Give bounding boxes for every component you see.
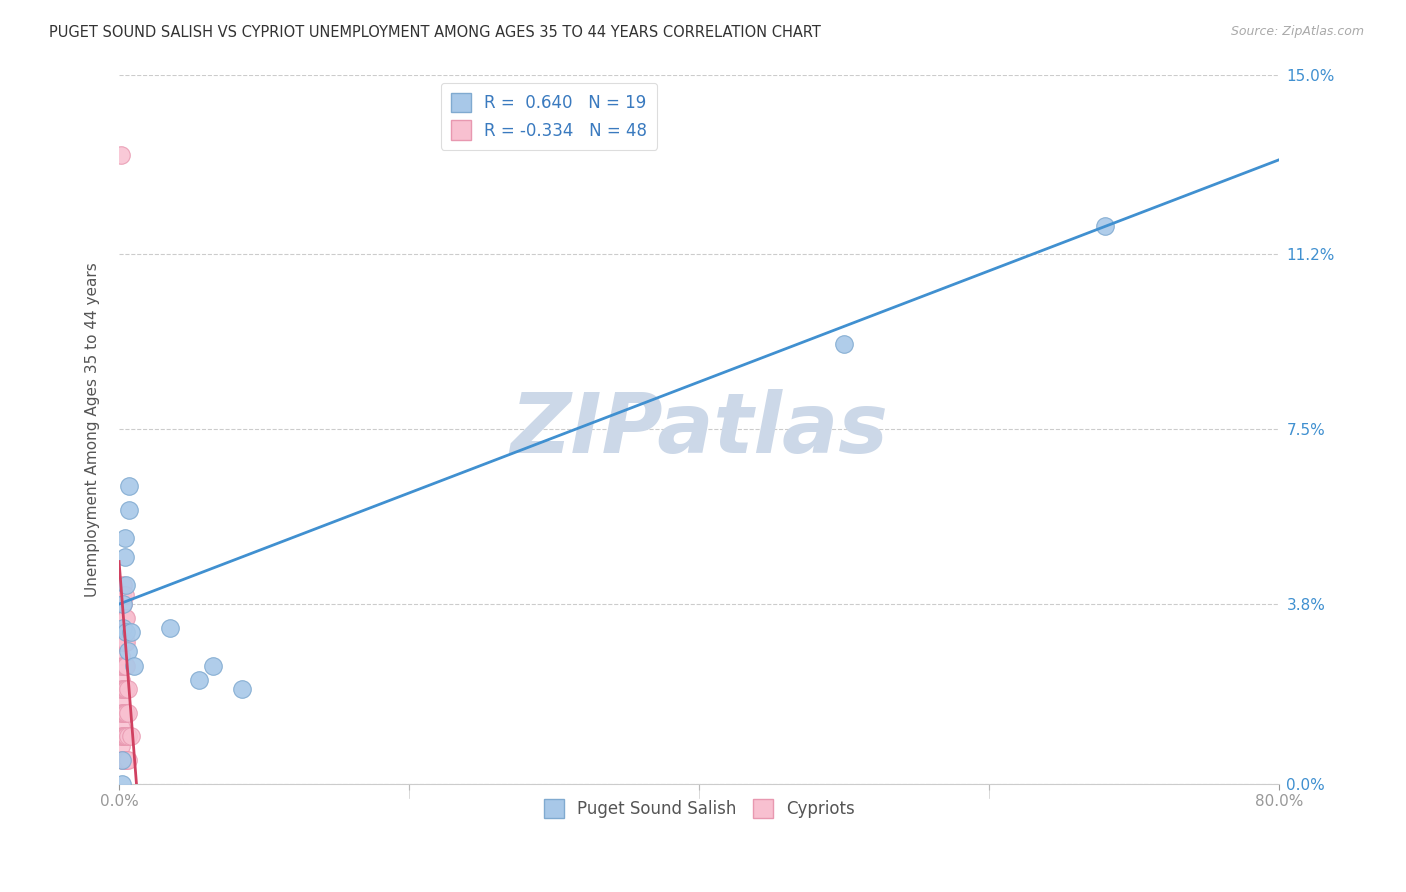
Point	[112, 578, 135, 592]
Point	[110, 148, 132, 162]
Point	[110, 691, 132, 706]
Text: PUGET SOUND SALISH VS CYPRIOT UNEMPLOYMENT AMONG AGES 35 TO 44 YEARS CORRELATION: PUGET SOUND SALISH VS CYPRIOT UNEMPLOYME…	[49, 25, 821, 40]
Point	[114, 682, 136, 697]
Point	[118, 502, 141, 516]
Point	[115, 730, 138, 744]
Point	[112, 597, 135, 611]
Point	[115, 625, 138, 640]
Point	[112, 753, 135, 767]
Point	[231, 682, 253, 697]
Point	[117, 753, 139, 767]
Point	[832, 337, 855, 351]
Point	[117, 682, 139, 697]
Point	[111, 611, 134, 625]
Point	[114, 531, 136, 545]
Point	[110, 706, 132, 720]
Point	[112, 730, 135, 744]
Point	[111, 753, 134, 767]
Point	[112, 706, 135, 720]
Point	[117, 644, 139, 658]
Point	[110, 649, 132, 664]
Point	[110, 658, 132, 673]
Point	[111, 753, 134, 767]
Point	[111, 706, 134, 720]
Point	[115, 706, 138, 720]
Point	[112, 658, 135, 673]
Y-axis label: Unemployment Among Ages 35 to 44 years: Unemployment Among Ages 35 to 44 years	[86, 261, 100, 597]
Point	[111, 777, 134, 791]
Point	[114, 753, 136, 767]
Point	[115, 658, 138, 673]
Point	[114, 730, 136, 744]
Point	[111, 730, 134, 744]
Point	[112, 682, 135, 697]
Point	[110, 720, 132, 734]
Point	[114, 706, 136, 720]
Point	[111, 588, 134, 602]
Text: ZIPatlas: ZIPatlas	[510, 389, 889, 469]
Legend: Puget Sound Salish, Cypriots: Puget Sound Salish, Cypriots	[537, 792, 862, 825]
Point	[1094, 219, 1116, 233]
Point	[110, 730, 132, 744]
Point	[115, 578, 138, 592]
Point	[159, 621, 181, 635]
Point	[111, 658, 134, 673]
Point	[202, 658, 225, 673]
Point	[114, 658, 136, 673]
Point	[112, 635, 135, 649]
Point	[115, 753, 138, 767]
Point	[115, 611, 138, 625]
Point	[115, 682, 138, 697]
Point	[111, 635, 134, 649]
Point	[187, 673, 209, 687]
Point	[115, 635, 138, 649]
Point	[110, 739, 132, 753]
Point	[117, 706, 139, 720]
Point	[114, 549, 136, 564]
Point	[122, 658, 145, 673]
Point	[120, 730, 142, 744]
Point	[120, 625, 142, 640]
Text: Source: ZipAtlas.com: Source: ZipAtlas.com	[1230, 25, 1364, 38]
Point	[114, 635, 136, 649]
Point	[112, 597, 135, 611]
Point	[110, 682, 132, 697]
Point	[110, 673, 132, 687]
Point	[117, 730, 139, 744]
Point	[112, 611, 135, 625]
Point	[112, 621, 135, 635]
Point	[114, 611, 136, 625]
Point	[110, 635, 132, 649]
Point	[111, 682, 134, 697]
Point	[114, 588, 136, 602]
Point	[118, 479, 141, 493]
